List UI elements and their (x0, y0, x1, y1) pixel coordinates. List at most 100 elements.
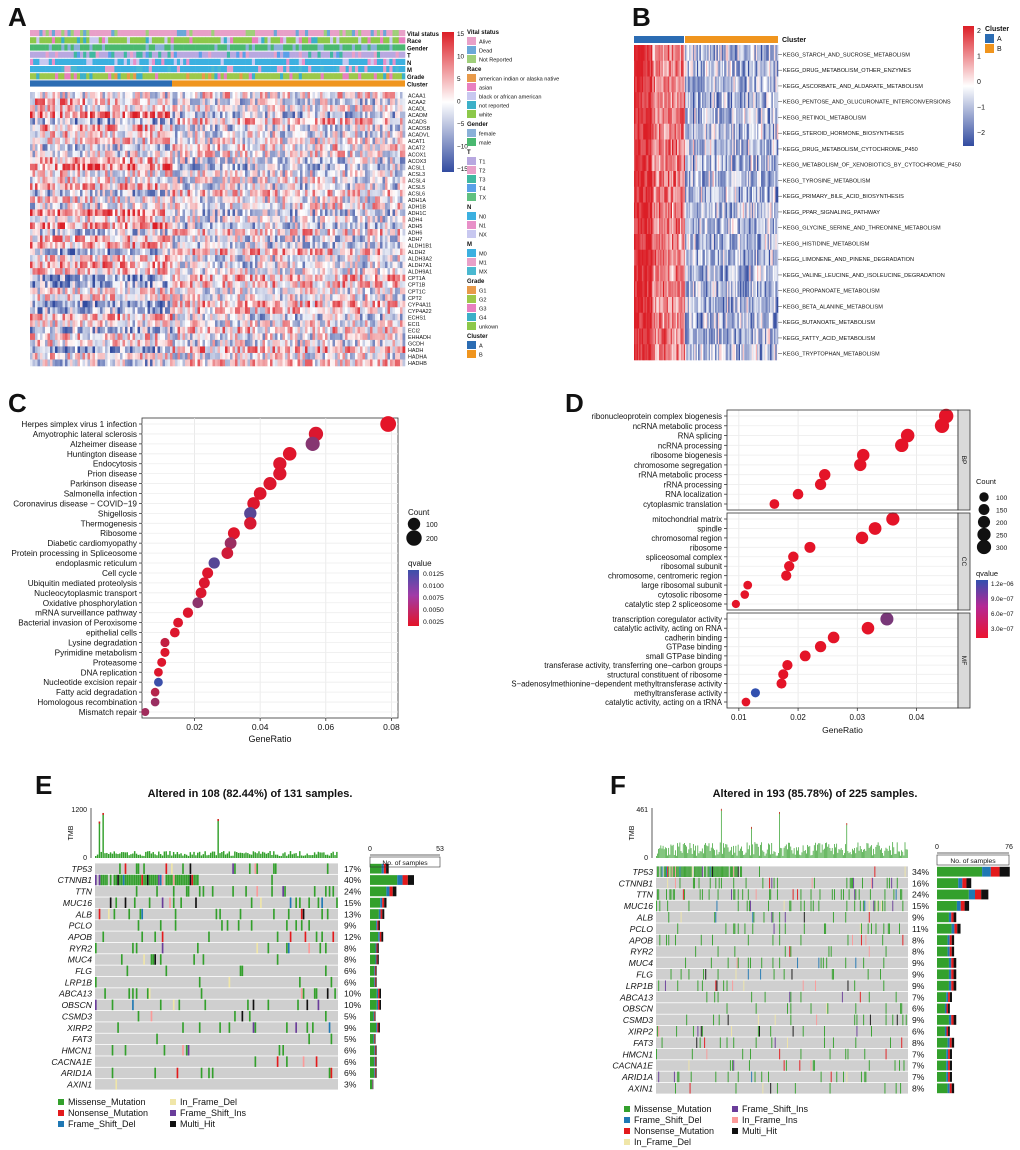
heat-cell (110, 150, 113, 158)
annotation-cell (117, 44, 121, 51)
heat-cell (237, 137, 241, 145)
annotation-cell (358, 44, 362, 51)
heat-cell (372, 196, 376, 204)
heat-cell (332, 144, 336, 152)
heat-cell (292, 235, 296, 243)
heat-cell (50, 189, 53, 197)
heat-cell (320, 98, 323, 106)
heat-cell (287, 170, 291, 178)
heat-cell (355, 124, 358, 132)
heat-cell (132, 196, 136, 204)
annotation-cell (45, 66, 50, 73)
heat-cell (165, 170, 168, 178)
heat-cell (257, 157, 261, 165)
heat-cell (227, 124, 231, 132)
heat-cell (370, 170, 373, 178)
heat-cell (200, 111, 203, 119)
heat-cell (330, 157, 333, 165)
heat-cell (85, 255, 88, 262)
heat-cell (172, 229, 176, 236)
heat-cell (262, 215, 266, 223)
heat-cell (200, 255, 203, 262)
heat-cell (342, 261, 346, 269)
heat-cell (130, 255, 133, 262)
annotation-cell (273, 73, 278, 80)
heat-cell (117, 268, 121, 275)
heat-cell (357, 137, 361, 145)
heat-cell (402, 111, 406, 119)
heat-cell (47, 209, 51, 217)
heat-cell (352, 105, 356, 112)
heat-cell (37, 215, 41, 223)
heat-cell (260, 92, 263, 99)
heat-cell (155, 209, 158, 217)
heat-cell (180, 176, 183, 184)
heat-cell (122, 163, 126, 171)
heat-cell (172, 111, 176, 119)
heat-cell (347, 170, 351, 178)
heat-cell (307, 98, 311, 106)
annotation-cell (80, 30, 84, 37)
annotation-cell (158, 73, 162, 80)
heat-cell (90, 92, 93, 99)
heat-cell (387, 202, 391, 210)
heat-cell (380, 209, 383, 217)
heat-cell (387, 163, 391, 171)
heat-cell (252, 189, 256, 197)
heat-cell (310, 248, 313, 256)
heat-cell (260, 98, 263, 106)
heat-cell (137, 229, 141, 236)
heat-cell (32, 98, 36, 106)
heat-cell (205, 163, 208, 171)
annotation-cell (280, 66, 284, 73)
heat-cell (42, 124, 46, 132)
annotation-cell (251, 73, 256, 80)
annotation-cell (189, 51, 193, 58)
heat-cell (232, 144, 236, 152)
heat-cell (70, 105, 73, 112)
heat-cell (110, 235, 113, 243)
annotation-cell (123, 73, 128, 80)
heat-cell (295, 163, 298, 171)
heat-cell (255, 105, 258, 112)
heat-cell (337, 242, 341, 249)
annotation-cell (145, 44, 150, 51)
heat-cell (175, 189, 178, 197)
heat-cell (380, 118, 383, 125)
heat-cell (142, 137, 146, 145)
heat-cell (260, 215, 263, 223)
heat-cell (355, 137, 358, 145)
heat-cell (370, 235, 373, 243)
heat-cell (295, 189, 298, 197)
heat-cell (225, 248, 228, 256)
heat-cell (275, 183, 278, 191)
heat-cell (342, 202, 346, 210)
annotation-cell (364, 37, 368, 44)
heat-cell (212, 222, 216, 230)
heat-cell (207, 137, 211, 145)
heat-cell (100, 255, 103, 262)
heat-cell (327, 202, 331, 210)
heat-cell (307, 176, 311, 184)
heat-cell (312, 98, 316, 106)
heat-cell (125, 144, 128, 152)
annotation-cell (45, 30, 50, 37)
heat-cell (132, 248, 136, 256)
heat-cell (380, 196, 383, 204)
heat-cell (365, 92, 368, 99)
annotation-cell (370, 66, 375, 73)
heat-cell (252, 222, 256, 230)
heat-cell (37, 248, 41, 256)
heat-cell (300, 170, 303, 178)
heat-cell (235, 268, 238, 275)
heat-cell (355, 118, 358, 125)
heat-cell (185, 235, 188, 243)
heat-cell (362, 157, 366, 165)
heat-cell (347, 261, 351, 269)
heat-cell (47, 137, 51, 145)
heat-cell (300, 196, 303, 204)
heat-cell (52, 176, 56, 184)
heat-cell (67, 268, 71, 275)
heat-cell (192, 268, 196, 275)
